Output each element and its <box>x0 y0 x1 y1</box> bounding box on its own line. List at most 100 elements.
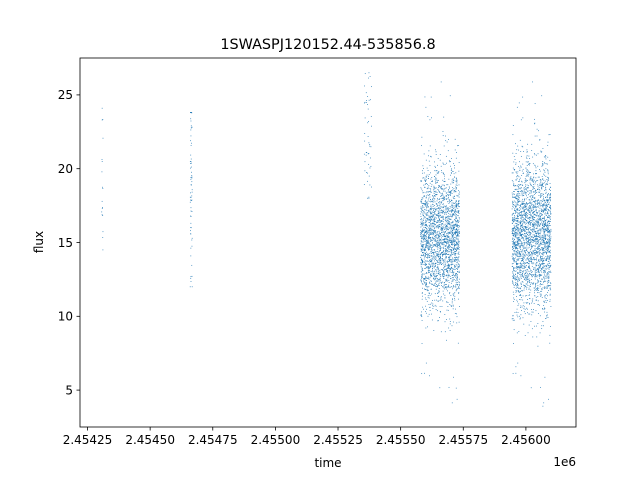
data-point <box>518 303 520 305</box>
data-point <box>449 95 451 97</box>
data-point <box>454 149 456 151</box>
data-point <box>517 221 519 223</box>
data-point <box>451 213 453 215</box>
data-point <box>456 242 457 244</box>
data-point <box>457 244 459 246</box>
data-point <box>444 265 445 267</box>
data-point <box>429 145 431 147</box>
data-point <box>538 130 539 132</box>
data-point <box>538 281 539 283</box>
data-point <box>422 197 424 199</box>
data-point <box>364 102 365 104</box>
data-point <box>454 265 456 267</box>
data-point <box>550 210 551 212</box>
data-point <box>448 216 450 217</box>
data-point <box>420 187 422 189</box>
data-point <box>520 294 521 296</box>
data-point <box>435 190 437 192</box>
data-point <box>526 165 528 166</box>
data-point <box>547 257 549 259</box>
data-point <box>364 140 366 142</box>
data-point <box>438 189 439 191</box>
data-point <box>424 261 425 263</box>
data-point <box>436 233 438 235</box>
data-point <box>530 172 531 173</box>
data-point <box>519 255 521 257</box>
data-point <box>528 260 530 262</box>
data-point <box>447 286 449 288</box>
data-point <box>101 214 103 216</box>
data-point <box>457 267 458 269</box>
data-point <box>455 284 456 286</box>
data-point <box>524 254 525 256</box>
data-point <box>189 161 191 162</box>
data-point <box>438 242 440 244</box>
data-point <box>434 201 436 203</box>
data-point <box>537 188 538 190</box>
data-point <box>455 207 457 209</box>
data-point <box>440 282 442 283</box>
data-point <box>515 284 516 286</box>
data-point <box>514 193 515 195</box>
data-point <box>539 201 541 203</box>
data-point <box>458 210 460 212</box>
data-point <box>438 269 440 271</box>
data-point <box>428 237 430 239</box>
data-point <box>545 237 547 239</box>
data-point <box>530 232 532 234</box>
data-point <box>517 273 518 275</box>
data-point <box>515 206 516 208</box>
data-point <box>458 213 460 214</box>
data-point <box>538 253 540 255</box>
data-point <box>190 255 192 257</box>
data-point <box>532 216 533 218</box>
data-point <box>523 228 524 230</box>
data-point <box>451 187 453 189</box>
data-point <box>434 238 436 240</box>
data-point <box>420 255 422 257</box>
data-point <box>457 215 459 217</box>
data-point <box>455 387 457 389</box>
data-point <box>435 309 437 310</box>
data-point <box>529 206 531 208</box>
data-point <box>545 168 547 170</box>
data-point <box>540 202 542 204</box>
data-point <box>526 170 527 172</box>
data-point <box>517 272 519 274</box>
data-point <box>436 203 438 205</box>
data-point <box>422 273 423 275</box>
data-point <box>512 125 514 126</box>
data-point <box>541 188 543 190</box>
data-point <box>456 179 458 181</box>
data-point <box>524 252 526 254</box>
data-point <box>435 234 436 236</box>
data-point <box>521 237 523 239</box>
data-point <box>190 184 192 185</box>
data-point <box>425 226 426 228</box>
data-point <box>516 193 518 195</box>
data-point <box>528 217 530 219</box>
data-point <box>191 177 193 179</box>
data-point <box>441 252 442 254</box>
data-point <box>544 180 546 182</box>
data-point <box>523 267 525 269</box>
data-point <box>550 240 551 241</box>
data-point <box>455 216 457 218</box>
data-point <box>542 258 544 260</box>
data-point <box>521 249 523 251</box>
data-point <box>434 226 436 228</box>
data-point <box>523 277 525 278</box>
data-point <box>547 171 549 173</box>
data-point <box>191 200 192 201</box>
data-point <box>426 266 428 268</box>
data-point <box>451 199 452 201</box>
data-point <box>444 212 446 214</box>
data-point <box>433 253 435 255</box>
data-point <box>457 259 459 261</box>
data-point <box>541 268 543 270</box>
data-point <box>447 266 449 268</box>
data-point <box>520 221 522 223</box>
data-point <box>452 171 454 172</box>
data-point <box>426 241 427 243</box>
data-point <box>517 190 519 192</box>
